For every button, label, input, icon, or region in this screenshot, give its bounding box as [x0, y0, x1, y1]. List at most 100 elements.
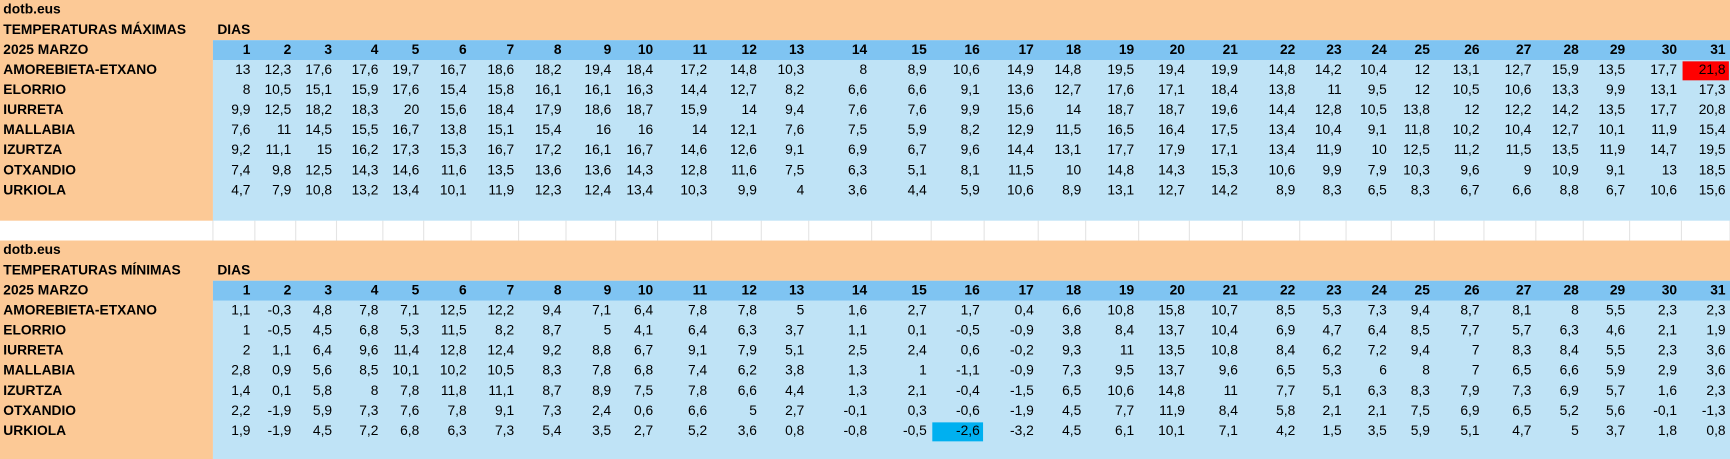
value-cell: 4,5 — [1062, 403, 1081, 418]
value-cell: 5,9 — [1606, 363, 1625, 378]
value-cell: -0,1 — [843, 403, 867, 418]
value-cell: 16 — [596, 122, 612, 137]
value-cell: 7,8 — [448, 403, 467, 418]
station: AMOREBIETA-ETXANO — [3, 302, 157, 317]
value-cell: 12,3 — [264, 62, 291, 77]
value-cell: 13,8 — [1268, 82, 1295, 97]
value-cell: 8 — [1571, 302, 1579, 317]
day-header: 24 — [1372, 282, 1388, 297]
value-cell: 6,4 — [634, 302, 653, 317]
value-cell: 5,4 — [542, 423, 561, 438]
value-cell: 2,8 — [231, 363, 250, 378]
value-cell: 10,4 — [1505, 122, 1532, 137]
value-cell: 6,6 — [1560, 363, 1579, 378]
value-cell: 4 — [797, 182, 805, 197]
value-cell: 8,3 — [542, 363, 561, 378]
value-cell: 7,7 — [1276, 383, 1295, 398]
day-header: 3 — [324, 42, 332, 57]
value-cell: 12,7 — [1158, 182, 1185, 197]
value-cell: 9,1 — [961, 82, 980, 97]
value-cell: 10,6 — [1505, 82, 1532, 97]
value-cell: -0,1 — [1653, 403, 1677, 418]
value-cell: 3,6 — [1706, 363, 1725, 378]
value-cell: 5,1 — [785, 343, 804, 358]
day-header: 14 — [852, 42, 868, 57]
value-cell: 8,9 — [1062, 182, 1081, 197]
day-header: 11 — [693, 42, 708, 57]
value-cell: -0,2 — [1010, 343, 1034, 358]
value-cell: 14 — [1066, 102, 1082, 117]
value-cell: 8,5 — [1411, 323, 1430, 338]
day-header: 18 — [1066, 42, 1082, 57]
value-cell: 4,7 — [1512, 423, 1531, 438]
value-cell: 14,2 — [1315, 62, 1342, 77]
value-cell: 7,3 — [359, 403, 378, 418]
value-cell: 10,2 — [440, 363, 467, 378]
value-cell: 10,6 — [1007, 182, 1034, 197]
value-cell: 1,9 — [231, 423, 250, 438]
value-cell: 9,4 — [1411, 302, 1430, 317]
value-cell: 6 — [1379, 363, 1387, 378]
day-header: 13 — [789, 42, 805, 57]
value-cell: 8,3 — [1322, 182, 1341, 197]
value-cell: 19,6 — [1211, 102, 1238, 117]
value-cell: 8,4 — [1219, 403, 1238, 418]
value-cell: 15,4 — [535, 122, 562, 137]
value-cell: 3,6 — [848, 182, 867, 197]
value-cell: -1,9 — [268, 423, 292, 438]
value-cell: 6,3 — [1368, 383, 1387, 398]
station: IURRETA — [3, 343, 63, 358]
value-cell: 0,9 — [272, 363, 291, 378]
value-cell: 5,3 — [1322, 302, 1341, 317]
day-header: 31 — [1710, 42, 1726, 57]
value-cell: 3,6 — [1706, 343, 1725, 358]
value-cell: 17,9 — [535, 102, 562, 117]
value-cell: 10,1 — [1598, 122, 1625, 137]
value-cell: 13,1 — [1054, 142, 1081, 157]
day-header: 23 — [1326, 42, 1342, 57]
value-cell: 6,3 — [1560, 323, 1579, 338]
value-cell: 7,1 — [592, 302, 611, 317]
value-cell: 12,3 — [535, 182, 562, 197]
value-cell: 18,4 — [487, 102, 514, 117]
value-cell: 7,7 — [1115, 403, 1134, 418]
value-cell: 10,3 — [1403, 162, 1430, 177]
value-cell: 7,6 — [400, 403, 419, 418]
value-cell: 6,8 — [400, 423, 419, 438]
value-cell: 2,1 — [1368, 403, 1387, 418]
value-cell: 3,5 — [592, 423, 611, 438]
value-cell: 8,2 — [495, 323, 514, 338]
value-cell: 12,7 — [1505, 62, 1532, 77]
value-cell: 4,5 — [313, 423, 332, 438]
day-header: 22 — [1280, 42, 1296, 57]
value-cell: 6,9 — [1276, 323, 1295, 338]
header-row — [212, 40, 1730, 61]
value-cell: 18,4 — [1211, 82, 1238, 97]
value-cell: 19,7 — [392, 62, 419, 77]
day-header: 17 — [1018, 282, 1034, 297]
value-cell: 13,8 — [440, 122, 467, 137]
gap-row — [0, 220, 1730, 241]
value-cell: 15,4 — [440, 82, 467, 97]
value-cell: -0,5 — [268, 323, 292, 338]
day-header: 3 — [324, 282, 332, 297]
value-cell: 5,6 — [313, 363, 332, 378]
value-cell: 17,3 — [392, 142, 419, 157]
day-header: 2 — [284, 42, 292, 57]
value-cell: 3,5 — [1368, 423, 1387, 438]
value-cell: 7,3 — [1368, 302, 1387, 317]
day-header: 18 — [1066, 282, 1082, 297]
value-cell: 7,9 — [272, 182, 291, 197]
value-cell: 7,6 — [848, 102, 867, 117]
day-header: 16 — [964, 282, 980, 297]
value-cell: 16,1 — [584, 142, 611, 157]
value-cell: -0,5 — [956, 323, 980, 338]
value-cell: 14,4 — [1268, 102, 1295, 117]
value-cell: 8 — [860, 62, 868, 77]
value-cell: 11 — [1120, 343, 1134, 358]
value-cell: 15,1 — [487, 122, 514, 137]
value-cell: 11,9 — [1599, 142, 1625, 157]
value-cell: 16,1 — [535, 82, 562, 97]
day-header: 5 — [412, 282, 420, 297]
